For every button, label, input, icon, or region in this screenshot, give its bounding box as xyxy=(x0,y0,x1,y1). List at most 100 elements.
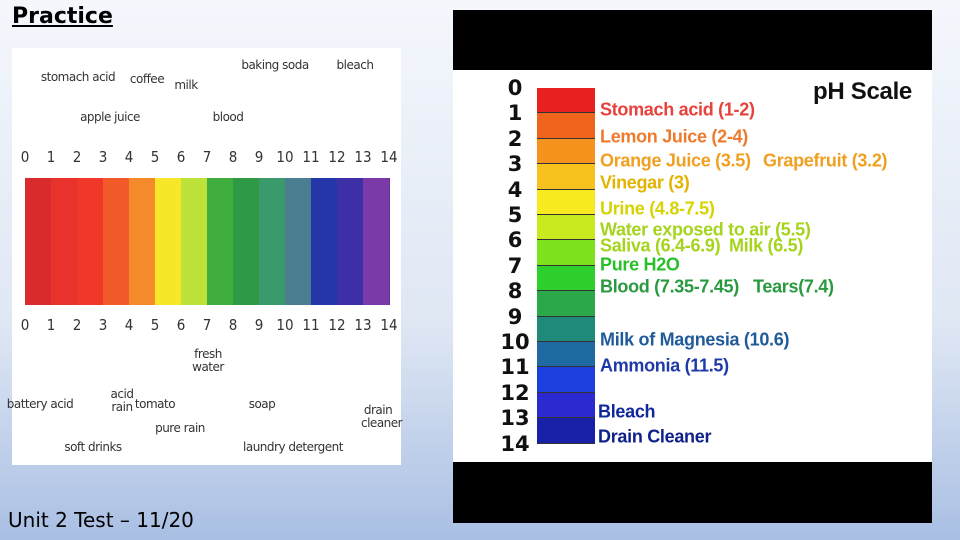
substance-label: Tears(7.4) xyxy=(753,276,834,297)
ph-panel: pH Scale 0 1 2 3 4 5 6 7 8 9 10 11 12 13 14 Stomach acid… xyxy=(453,70,932,462)
scale-number: 12 xyxy=(328,316,346,334)
scale-number: 11 xyxy=(302,148,320,166)
scale-number: 10 xyxy=(276,316,294,334)
ph-picture-right: pH Scale 0 1 2 3 4 5 6 7 8 9 10 11 12 13 14 Stomach acid… xyxy=(453,10,932,523)
item-label: battery acid xyxy=(6,397,74,411)
scale-number: 7 xyxy=(202,316,212,334)
substance-label: Vinegar (3) xyxy=(600,172,690,193)
slide-title: Practice xyxy=(12,4,113,29)
item-label: acid rain xyxy=(110,387,134,414)
item-label: apple juice xyxy=(80,110,140,124)
substance-label: Saliva (6.4-6.9) xyxy=(600,235,721,256)
item-label: soft drinks xyxy=(64,440,122,454)
scale-number: 4 xyxy=(124,148,134,166)
substance-label: Grapefruit (3.2) xyxy=(763,150,888,171)
item-label: stomach acid xyxy=(40,70,116,84)
substance-label: Urine (4.8-7.5) xyxy=(600,198,715,219)
color-band xyxy=(103,178,130,305)
substance-label: Milk of Magnesia (10.6) xyxy=(600,329,790,350)
scale-number: 8 xyxy=(507,279,523,304)
color-band xyxy=(181,178,208,305)
scale-number: 6 xyxy=(176,148,186,166)
color-band xyxy=(537,88,595,114)
scale-number: 8 xyxy=(228,316,238,334)
color-band xyxy=(537,189,595,215)
scale-number: 5 xyxy=(150,148,160,166)
scale-number: 10 xyxy=(276,148,294,166)
scale-number: 1 xyxy=(46,148,56,166)
item-label: pure rain xyxy=(155,421,205,435)
scale-number: 5 xyxy=(150,316,160,334)
item-label: baking soda xyxy=(241,58,309,72)
item-label: soap xyxy=(248,397,276,411)
color-band xyxy=(537,316,595,342)
slide-footer: Unit 2 Test – 11/20 xyxy=(8,508,194,532)
color-band xyxy=(537,342,595,368)
scale-number: 13 xyxy=(354,316,372,334)
scale-number: 12 xyxy=(500,380,530,405)
color-band xyxy=(233,178,260,305)
panel-title: pH Scale xyxy=(813,78,912,105)
color-band xyxy=(285,178,312,305)
color-band xyxy=(25,178,52,305)
color-band xyxy=(537,291,595,317)
scale-number: 13 xyxy=(354,148,372,166)
item-label: laundry detergent xyxy=(243,440,344,454)
substance-label: Lemon Juice (2-4) xyxy=(600,126,748,147)
color-band xyxy=(363,178,390,305)
scale-number: 11 xyxy=(500,355,530,380)
scale-number: 0 xyxy=(20,148,30,166)
scale-number: 14 xyxy=(380,316,398,334)
scale-number: 5 xyxy=(507,203,523,227)
scale-number: 9 xyxy=(254,316,264,334)
item-label: milk xyxy=(174,78,198,92)
scale-number: 6 xyxy=(507,228,523,253)
color-band xyxy=(337,178,364,305)
scale-number: 4 xyxy=(507,177,523,202)
color-band xyxy=(51,178,78,305)
substance-label: Orange Juice (3.5) xyxy=(600,150,751,171)
scale-number: 13 xyxy=(500,406,530,431)
substance-label: Ammonia (11.5) xyxy=(600,355,729,376)
scale-number: 4 xyxy=(124,316,134,334)
color-band xyxy=(537,164,595,190)
scale-number: 0 xyxy=(20,316,30,334)
substance-label: Bleach xyxy=(598,401,656,422)
color-band xyxy=(129,178,156,305)
item-label: drain cleaner xyxy=(361,403,403,430)
item-label: blood xyxy=(212,110,244,124)
scale-number: 12 xyxy=(328,148,346,166)
color-band xyxy=(537,215,595,241)
scale-number: 1 xyxy=(46,316,56,334)
color-band xyxy=(259,178,286,305)
color-band xyxy=(537,240,595,266)
scale-number: 3 xyxy=(98,148,108,166)
item-label: coffee xyxy=(129,72,165,86)
scale-number: 7 xyxy=(202,148,212,166)
color-band xyxy=(537,418,595,444)
color-band xyxy=(537,265,595,292)
scale-number: 7 xyxy=(507,253,523,278)
scale-number: 2 xyxy=(507,126,523,151)
color-band xyxy=(77,178,104,305)
scale-number: 1 xyxy=(507,101,523,126)
color-band xyxy=(537,138,595,165)
color-band xyxy=(311,178,338,305)
scale-number: 8 xyxy=(228,148,238,166)
scale-number: 9 xyxy=(507,304,523,329)
substance-label: Drain Cleaner xyxy=(598,426,712,447)
item-label: bleach xyxy=(336,58,374,72)
ph-picture-left: 0 1 2 3 4 5 6 7 8 9 10 11 12 13 14 0 1 2 3 4 5 6 7 8 9 10 11 12 13 14… xyxy=(7,48,403,465)
scale-number: 14 xyxy=(500,431,530,456)
item-label: tomato xyxy=(134,397,176,411)
substance-label: Milk (6.5) xyxy=(729,235,804,256)
scale-number: 9 xyxy=(254,148,264,166)
substance-label: Stomach acid (1-2) xyxy=(600,99,755,120)
color-band xyxy=(537,367,595,393)
scale-number: 2 xyxy=(72,316,82,334)
substance-label: Pure H2O xyxy=(600,254,680,275)
scale-number: 3 xyxy=(98,316,108,334)
scale-number: 3 xyxy=(507,152,523,177)
item-label: fresh water xyxy=(192,347,224,374)
